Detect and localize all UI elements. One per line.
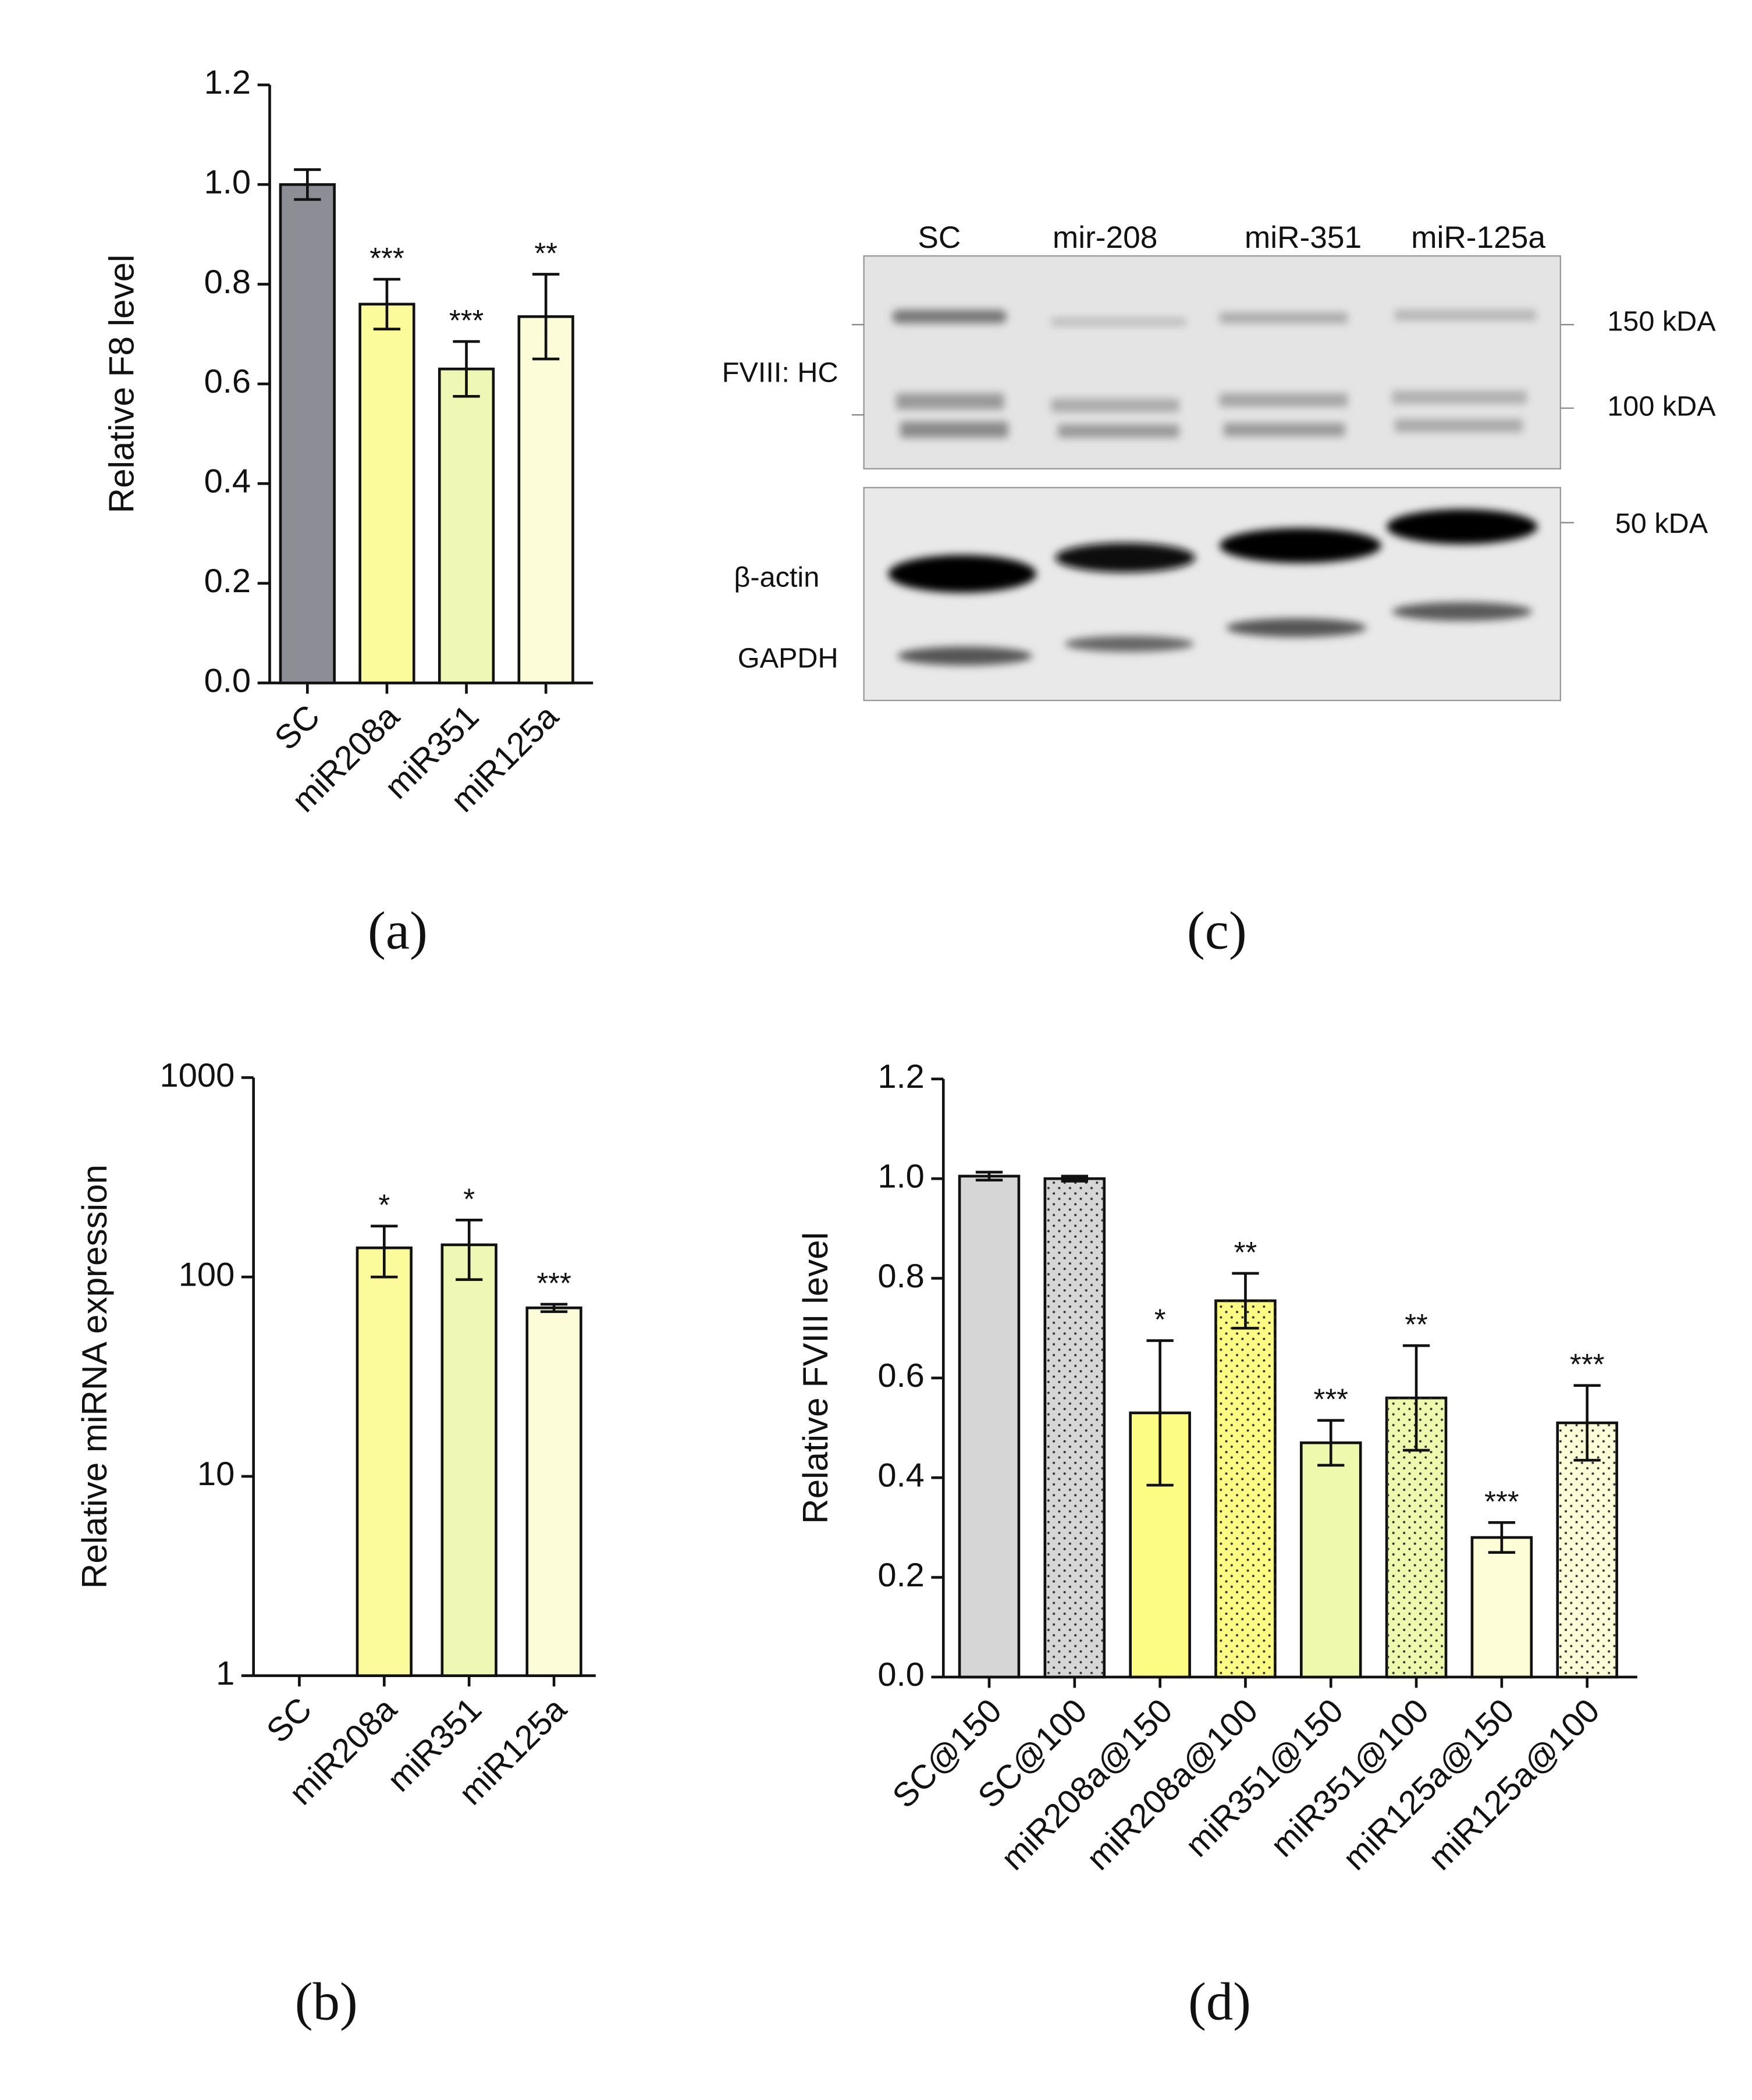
bar	[517, 315, 574, 685]
x-tick-label: SC	[268, 698, 327, 757]
y-tick-label: 0.2	[877, 1557, 924, 1594]
y-tick-label: 100	[179, 1256, 235, 1293]
y-tick-label: 0.2	[204, 563, 251, 600]
y-axis-title: Relative FVIII level	[796, 1232, 835, 1524]
bar	[958, 1174, 1021, 1679]
bar	[440, 1243, 497, 1677]
x-tick-label: SC	[260, 1690, 319, 1750]
y-tick-label: 0.4	[877, 1457, 924, 1494]
bands-hc	[892, 309, 1537, 438]
lane-label: mir-208	[1053, 220, 1158, 255]
bar	[438, 367, 495, 685]
y-tick-label: 0.0	[204, 662, 251, 699]
row-label: GAPDH	[738, 642, 838, 674]
bar-pattern	[1044, 1179, 1104, 1677]
y-tick-label: 0.0	[877, 1656, 924, 1693]
y-tick-label: 0.4	[204, 463, 251, 500]
significance: *	[1154, 1303, 1166, 1336]
bar-pattern	[1216, 1301, 1275, 1677]
lane-label: miR-125a	[1411, 220, 1545, 255]
y-tick-label: 1000	[160, 1057, 235, 1094]
y-tick-label: 0.6	[204, 363, 251, 400]
significance: ***	[1570, 1348, 1605, 1381]
row-label: FVIII: HC	[722, 357, 838, 389]
y-tick-label: 1.0	[877, 1158, 924, 1195]
y-axis-title: Relative miRNA expression	[75, 1165, 114, 1589]
y-tick-label: 0.6	[877, 1357, 924, 1394]
significance: *	[463, 1182, 475, 1215]
y-tick-label: 10	[197, 1455, 234, 1493]
marker-label: 50 kDA	[1615, 508, 1708, 539]
significance: *	[378, 1188, 390, 1222]
y-tick-label: 1.0	[204, 164, 251, 201]
y-tick-label: 1.2	[877, 1058, 924, 1095]
bar	[525, 1306, 582, 1677]
marker-label: 100 kDA	[1607, 390, 1716, 422]
significance: **	[534, 236, 557, 269]
y-tick-label: 1	[216, 1655, 234, 1692]
significance: ***	[536, 1266, 571, 1300]
y-tick-label: 1.2	[204, 64, 251, 101]
bands-actin	[888, 509, 1538, 665]
bar-pattern	[1557, 1422, 1617, 1677]
bar	[1470, 1536, 1533, 1679]
lane-label: SC	[918, 220, 961, 255]
lane-label: miR-351	[1245, 220, 1362, 255]
panel-label: (c)	[1187, 901, 1247, 961]
significance: **	[1405, 1308, 1428, 1341]
blot: SC mir-208 miR-351 miR-125a FVIII: HC β-…	[722, 220, 1716, 960]
significance: ***	[369, 241, 404, 275]
bar	[1299, 1441, 1362, 1679]
panel-label: (a)	[368, 901, 428, 961]
significance: **	[1234, 1236, 1257, 1269]
significance: ***	[1314, 1383, 1349, 1416]
panel-label: (b)	[295, 1971, 358, 2031]
bar	[356, 1246, 413, 1677]
y-tick-label: 0.8	[204, 264, 251, 301]
y-axis-title: Relative F8 level	[102, 254, 141, 513]
panel-label: (d)	[1188, 1971, 1251, 2031]
row-label: β-actin	[734, 562, 819, 593]
significance: ***	[1484, 1485, 1519, 1518]
bar	[279, 183, 336, 685]
y-tick-label: 0.8	[877, 1258, 924, 1295]
significance: ***	[449, 304, 484, 337]
bar	[358, 302, 415, 685]
marker-label: 150 kDA	[1607, 306, 1716, 337]
